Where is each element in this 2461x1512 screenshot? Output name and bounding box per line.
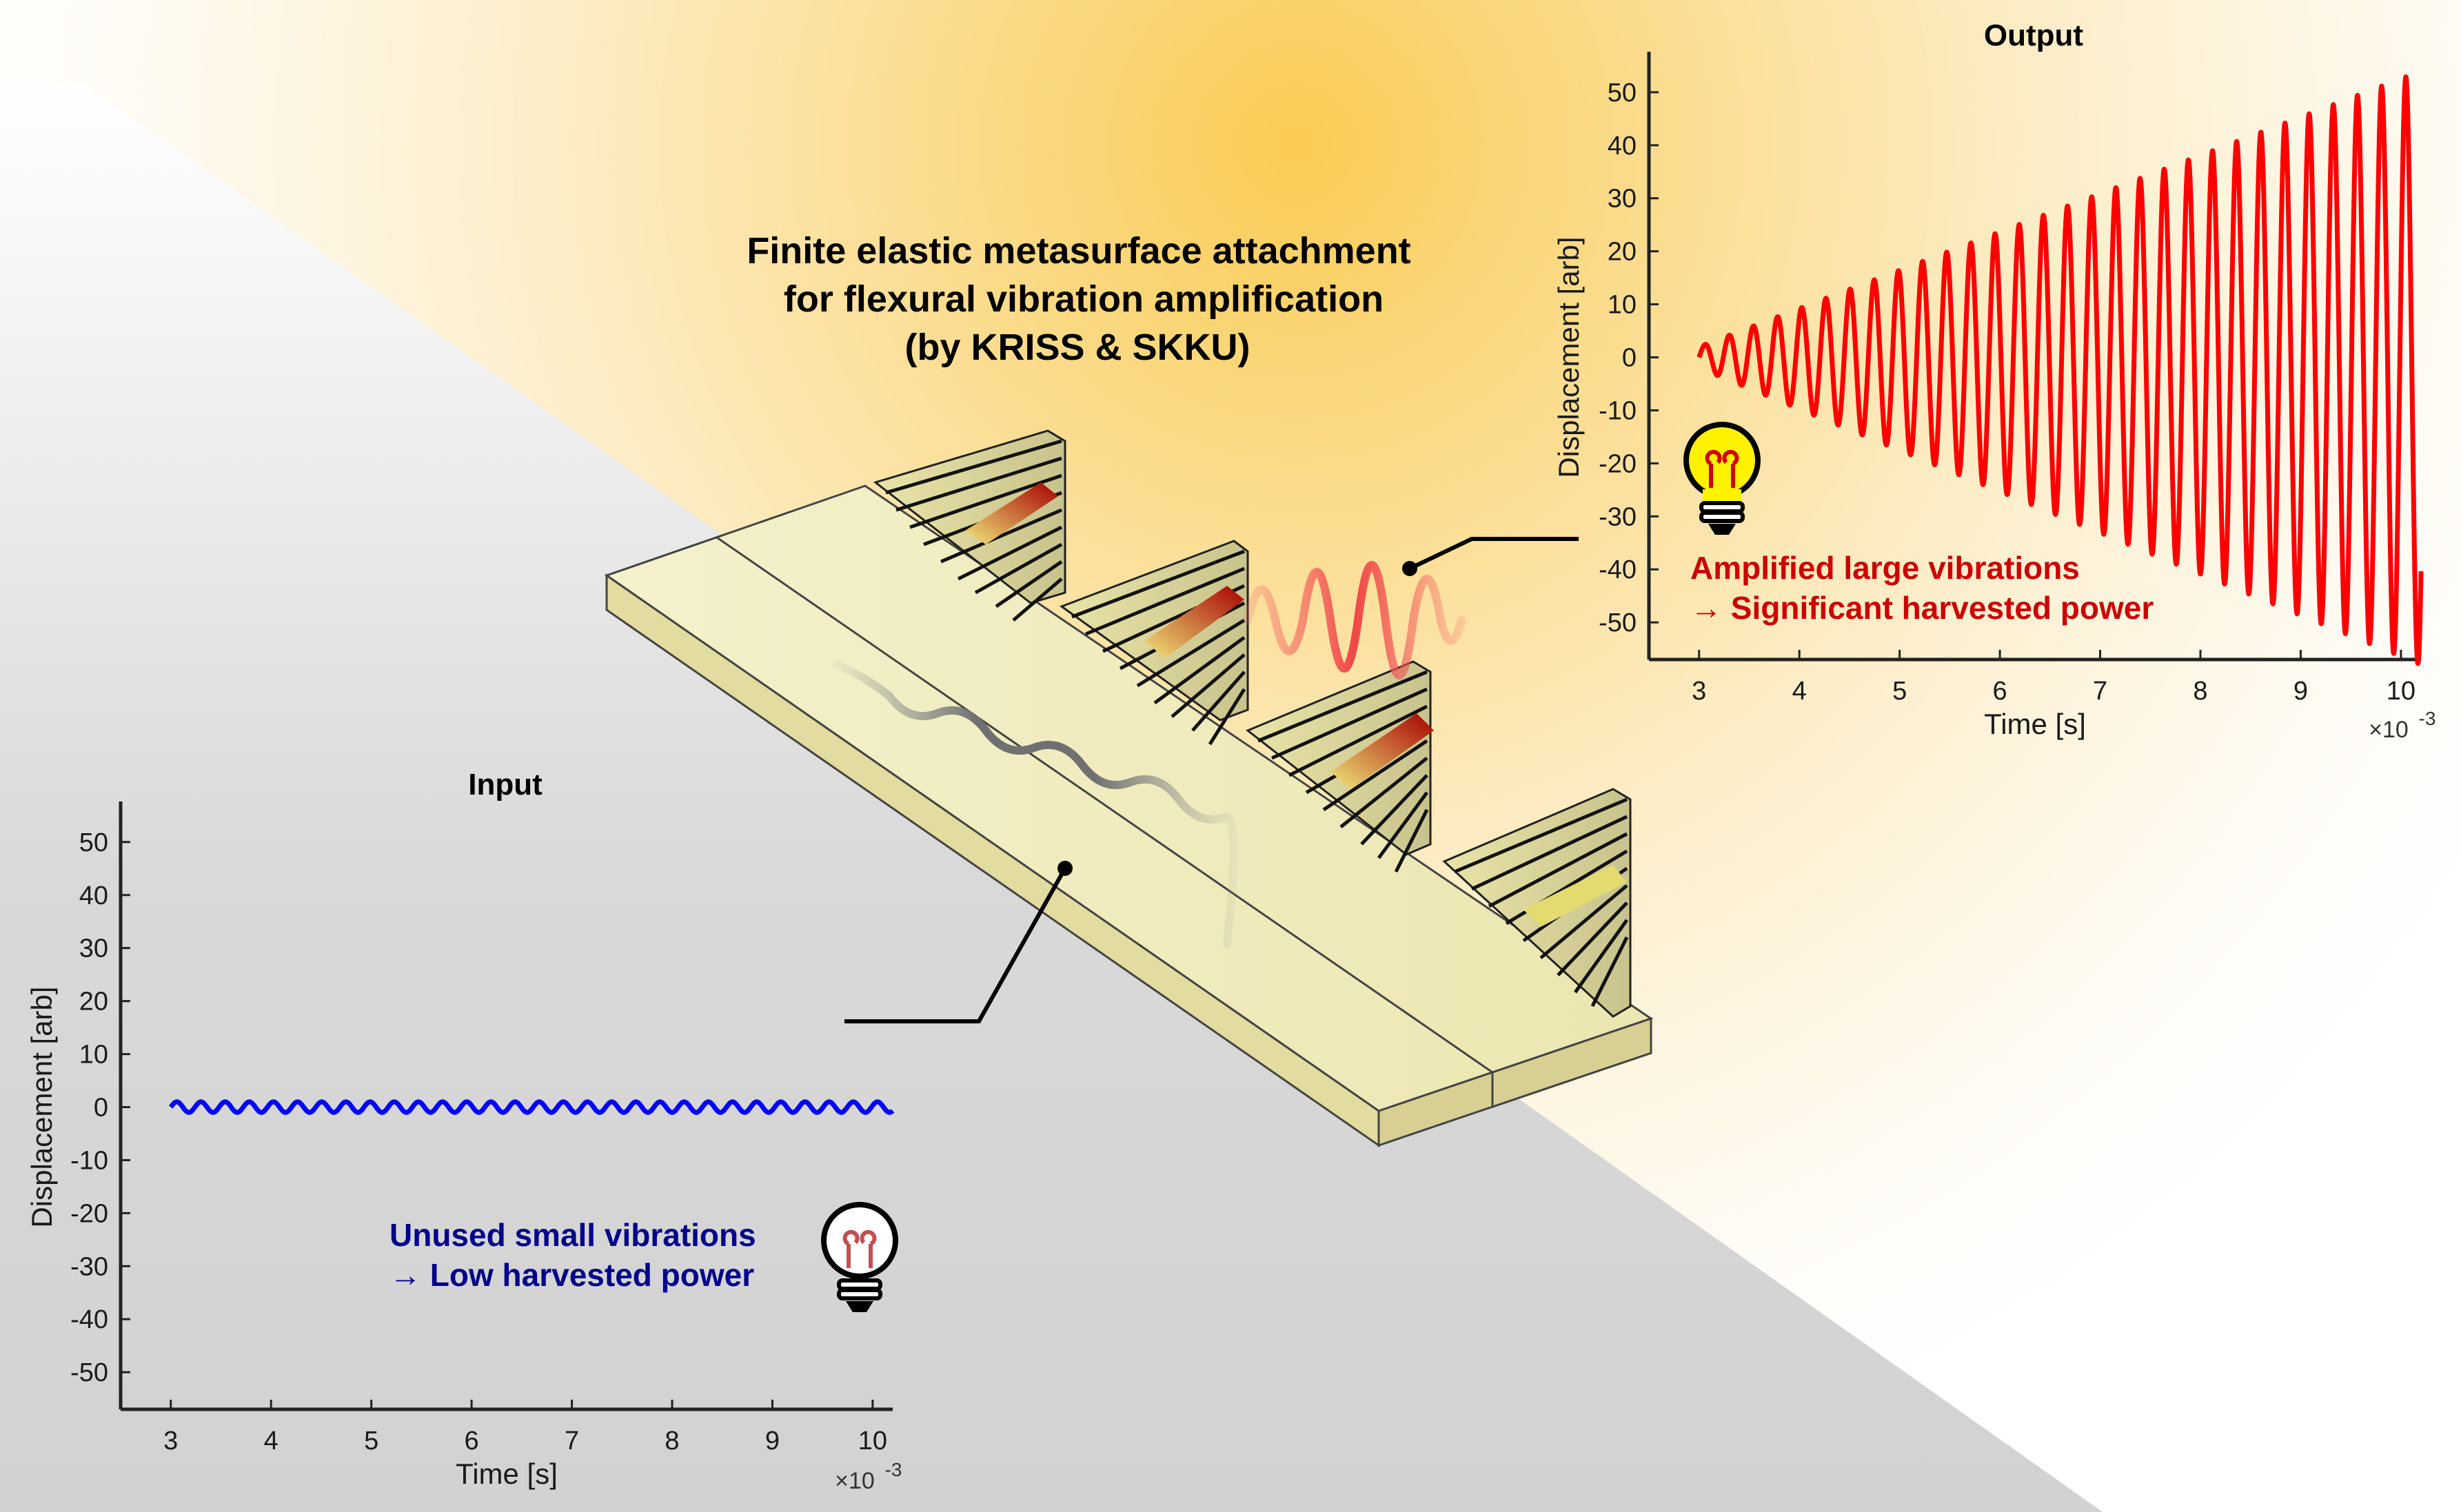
y-tick-label: 30: [79, 934, 108, 963]
series-line-output: [1697, 74, 2424, 666]
input-pointer: [844, 861, 1073, 1023]
y-tick-label: -20: [70, 1199, 108, 1228]
headline-line-2: for flexural vibration amplification: [784, 278, 1384, 320]
x-axis-label: Time [s]: [456, 1458, 558, 1490]
light-bulb-on-icon: [1683, 422, 1761, 535]
x-tick-label: 4: [264, 1427, 278, 1455]
x-tick-label: 9: [765, 1427, 780, 1455]
output-callout-line-1: Amplified large vibrations: [1690, 550, 2080, 586]
hot-beam: [965, 482, 1058, 544]
y-tick-label: 40: [1608, 132, 1637, 161]
series-line-input: [168, 1099, 895, 1115]
y-tick-label: 30: [1608, 185, 1637, 214]
y-tick-label: 40: [79, 881, 108, 910]
y-tick-label: -30: [70, 1252, 108, 1281]
resonator-array-2: [1059, 540, 1249, 746]
hot-beam: [1330, 713, 1434, 789]
y-tick-label: 20: [79, 988, 108, 1016]
x-tick-label: 10: [2387, 677, 2416, 706]
y-tick-label: 0: [94, 1094, 108, 1123]
x-tick-label: 4: [1792, 677, 1807, 706]
x-tick-label: 7: [565, 1427, 579, 1455]
x-axis-multiplier-exponent: -3: [885, 1459, 902, 1480]
y-tick-label: -30: [1599, 502, 1637, 531]
x-tick-label: 5: [1892, 677, 1907, 706]
y-tick-label: 50: [1608, 79, 1637, 108]
y-tick-label: 10: [1608, 291, 1637, 320]
y-tick-label: -10: [70, 1146, 108, 1175]
x-tick-label: 9: [2293, 677, 2308, 706]
x-tick-label: 5: [364, 1427, 378, 1455]
hot-beam: [1144, 586, 1244, 658]
y-tick-label: 50: [79, 828, 108, 857]
y-tick-label: -50: [70, 1358, 108, 1387]
x-axis-multiplier: ×10: [2369, 717, 2409, 743]
x-axis-multiplier-exponent: -3: [2419, 708, 2436, 729]
input-chart: Input 3 4 5 6 7 8 9 10 50 40 30 20 10 0 -10 -20 -30 -40 -50…: [26, 768, 902, 1494]
y-tick-label: 10: [79, 1041, 108, 1070]
x-tick-label: 3: [163, 1427, 178, 1455]
y-tick-label: 20: [1608, 238, 1637, 267]
output-pointer: [1402, 537, 1579, 576]
y-tick-label: -10: [1599, 396, 1637, 425]
chart-title: Output: [1984, 19, 2084, 52]
headline-line-1: Finite elastic metasurface attachment: [747, 230, 1410, 272]
x-tick-label: 8: [2193, 677, 2207, 706]
resonator-array-3: [1246, 660, 1434, 873]
input-callout-line-1: Unused small vibrations: [389, 1217, 756, 1253]
headline-line-3: (by KRISS & SKKU): [904, 327, 1250, 368]
amplified-wave: [1244, 561, 1466, 680]
hot-beam: [1523, 865, 1627, 927]
input-callout-line-2: → Low harvested power: [389, 1257, 754, 1293]
x-tick-label: 8: [665, 1427, 679, 1455]
output-chart: Output 3 4 5 6 7 8 9 10 50 40 30 20 10 0 -10 -20 -30 -40 -5…: [1552, 19, 2435, 743]
x-tick-label: 6: [1993, 677, 2007, 706]
x-axis-multiplier: ×10: [835, 1468, 875, 1494]
y-tick-label: -50: [1599, 609, 1637, 637]
y-tick-label: -40: [1599, 555, 1637, 584]
x-tick-label: 6: [465, 1427, 479, 1455]
y-tick-label: -40: [70, 1305, 108, 1334]
plate-seam-line: [716, 536, 1493, 1074]
x-tick-label: 7: [2093, 677, 2107, 706]
y-axis-label: Displacement [arb]: [1552, 236, 1585, 478]
metasurface-plate-illustration: [604, 429, 1654, 1147]
x-tick-label: 3: [1692, 677, 1706, 706]
x-tick-label: 10: [858, 1427, 887, 1455]
resonator-array-1: [873, 429, 1066, 622]
chart-title: Input: [468, 768, 543, 801]
x-axis-label: Time [s]: [1984, 708, 2086, 740]
light-bulb-off-icon: [821, 1202, 898, 1312]
resonator-array-4: [1442, 788, 1632, 1018]
y-tick-label: -20: [1599, 449, 1637, 478]
y-axis-label: Displacement [arb]: [26, 986, 58, 1227]
output-callout-line-2: → Significant harvested power: [1690, 590, 2154, 626]
y-tick-label: 0: [1622, 344, 1637, 373]
incident-wave: [833, 661, 1238, 948]
